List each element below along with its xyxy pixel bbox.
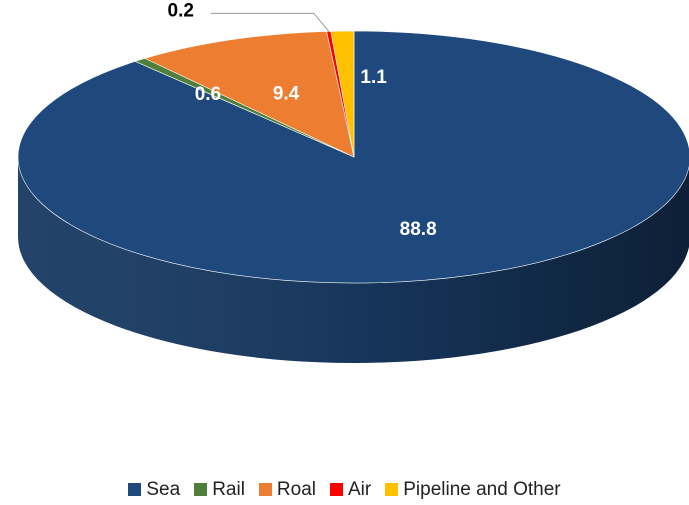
- pie-chart: 88.8 0.6 9.4 0.2 1.1: [17, 0, 689, 363]
- legend-label-sea: Sea: [146, 478, 181, 500]
- legend-label-rail: Rail: [212, 478, 245, 500]
- legend: Sea Rail Roal Air Pipeline and Other: [0, 476, 689, 502]
- legend-label-roal: Roal: [276, 478, 316, 500]
- data-label-rail: 0.6: [195, 84, 221, 105]
- legend-label-pipeline-and-other: Pipeline and Other: [403, 478, 561, 500]
- legend-swatch-air: [330, 482, 343, 496]
- legend-item-air[interactable]: Air: [330, 480, 371, 499]
- data-label-sea: 88.8: [400, 219, 437, 240]
- data-label-pipeline-and-other: 1.1: [360, 67, 387, 88]
- legend-swatch-sea: [128, 482, 142, 496]
- legend-swatch-roal: [258, 482, 272, 496]
- legend-swatch-pipeline-and-other: [385, 482, 399, 496]
- legend-item-sea[interactable]: Sea: [128, 480, 180, 499]
- pie-slice-roal[interactable]: [144, 31, 355, 158]
- leader-line-air: [210, 12, 330, 32]
- pie-wall-shade-sea: [18, 157, 689, 363]
- legend-item-pipeline-and-other[interactable]: Pipeline and Other: [385, 478, 561, 500]
- legend-item-roal[interactable]: Roal: [258, 478, 316, 500]
- legend-label-air: Air: [348, 478, 372, 500]
- legend-swatch-rail: [194, 482, 208, 496]
- data-label-air: 0.2: [168, 0, 194, 21]
- data-label-roal: 9.4: [273, 84, 300, 105]
- legend-item-rail[interactable]: Rail: [194, 480, 245, 499]
- pie-slice-pipeline-and-other[interactable]: [330, 30, 355, 158]
